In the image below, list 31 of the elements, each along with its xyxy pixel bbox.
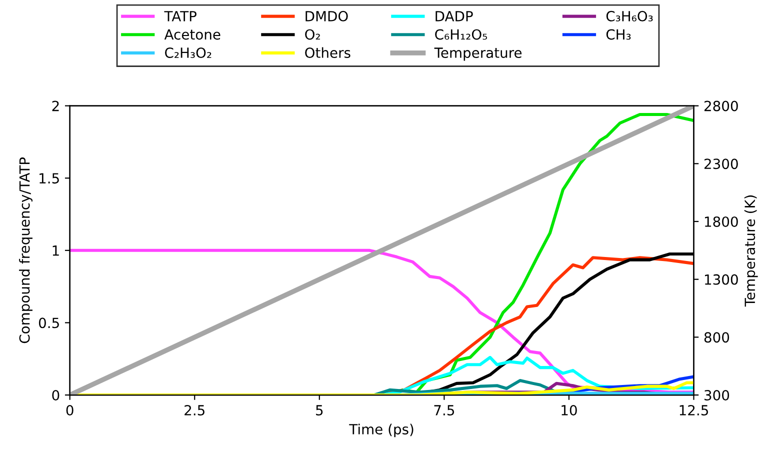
y-tick-label: 0 — [52, 390, 60, 400]
y2-tick-label: 300 — [704, 390, 730, 400]
x-tick-label: 5 — [316, 405, 323, 416]
y-tick-label: 1.5 — [40, 173, 59, 184]
legend-label: C₃H₆O₃ — [606, 10, 653, 22]
y-axis-title: Compound frequency/TATP — [19, 157, 32, 344]
legend-label: C₆H₁₂O₅ — [435, 29, 488, 40]
y2-axis-title: Temperature (K) — [744, 195, 758, 307]
legend-label: CH₃ — [606, 29, 631, 40]
x-tick-label: 12.5 — [680, 404, 708, 416]
y-tick-label: 2 — [52, 100, 59, 112]
legend-label: O₂ — [305, 29, 320, 40]
legend-label: TATP — [164, 11, 196, 22]
y2-tick-label: 2800 — [704, 100, 738, 112]
y2-tick-label: 800 — [704, 332, 730, 343]
y2-tick-label: 1800 — [704, 216, 738, 227]
y2-tick-label: 1300 — [704, 274, 738, 285]
legend-label: DADP — [436, 11, 473, 22]
legend-label: C₂H₃O₂ — [165, 47, 212, 58]
legend-label: Temperature — [434, 48, 522, 61]
x-tick-label: 0 — [66, 404, 74, 416]
legend-label: Acetone — [164, 29, 220, 40]
y-tick-label: 0.5 — [38, 318, 59, 328]
x-tick-label: 2.5 — [184, 404, 204, 416]
x-axis-title: Time (ps) — [349, 424, 414, 438]
x-tick-label: 7.5 — [434, 405, 454, 416]
legend-label: DMDO — [306, 10, 348, 22]
y-tick-label: 1 — [52, 246, 59, 256]
legend-label: Others — [305, 47, 350, 58]
y2-tick-label: 2300 — [704, 158, 738, 170]
x-tick-label: 10 — [562, 404, 577, 416]
